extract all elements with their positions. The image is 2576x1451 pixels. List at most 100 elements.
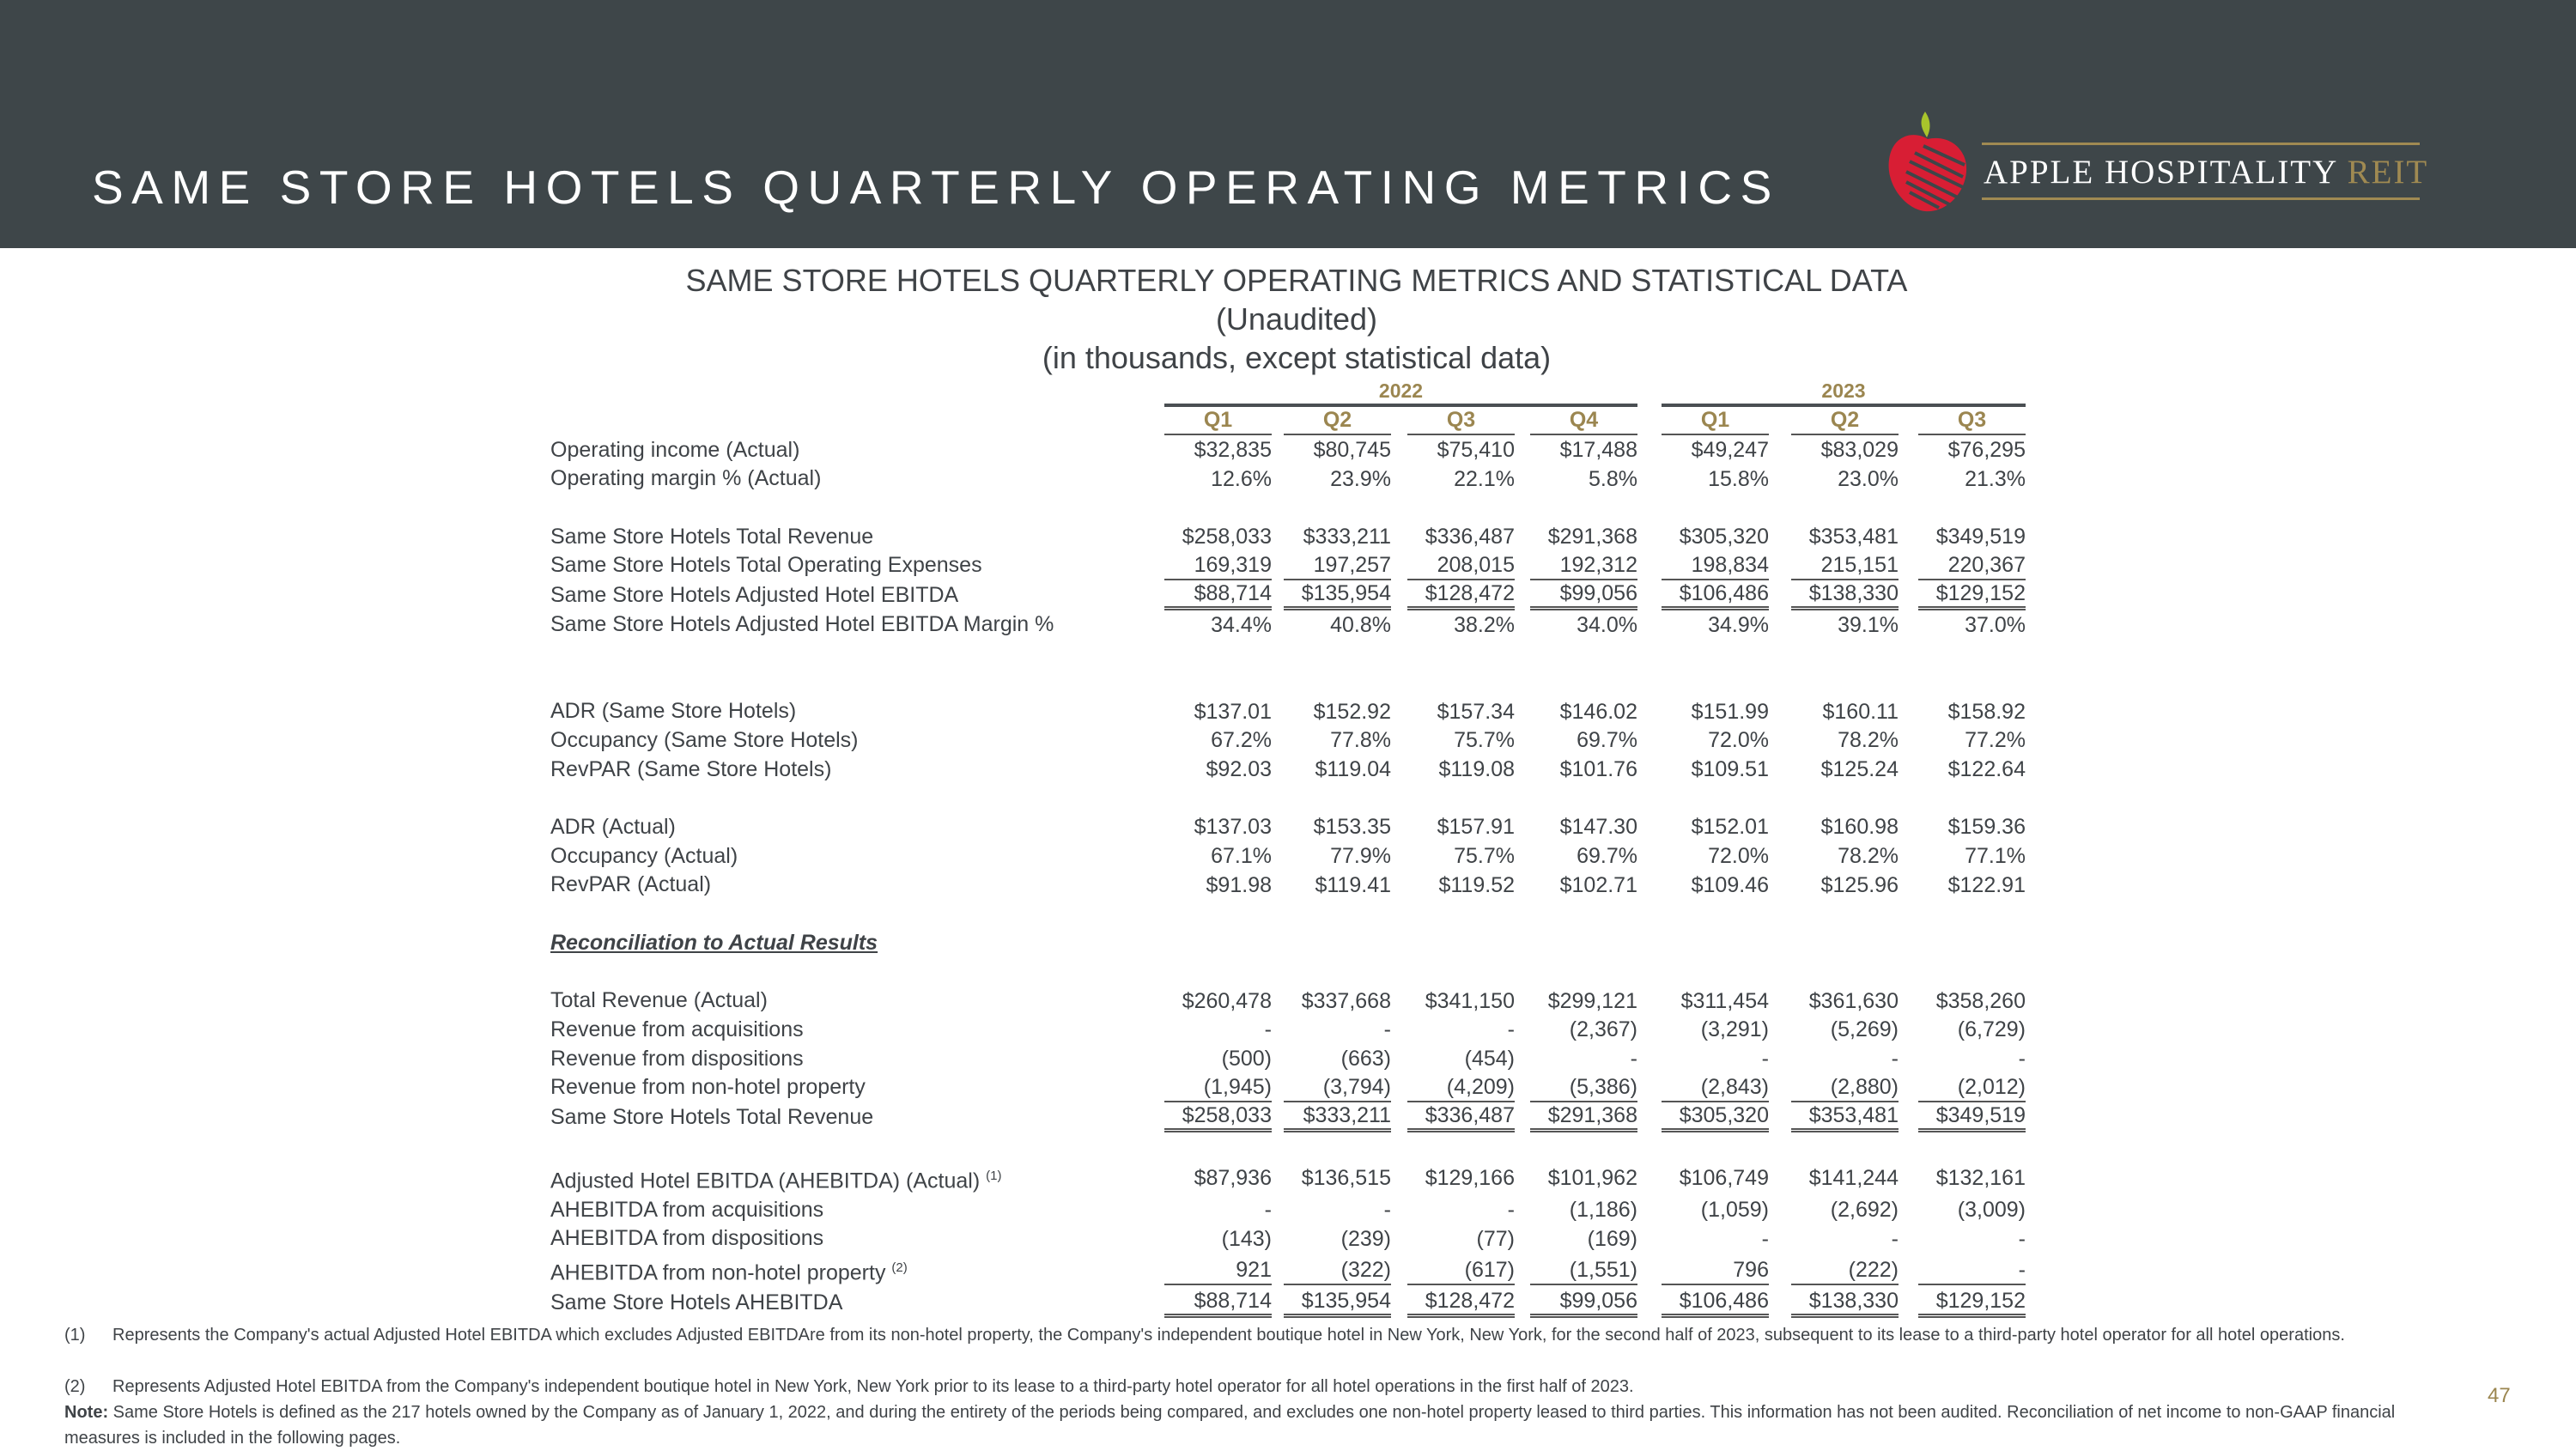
quarter-header: Q3 [1899,407,2026,436]
table-row: AHEBITDA from dispositions (143) (239) (77)… [550,1224,2026,1254]
table-cell: 169,319 [1164,551,1272,580]
table-row: Adjusted Hotel EBITDA (AHEBITDA) (Actual… [550,1162,2026,1196]
table-cell: 75.7% [1454,844,1515,869]
table-cell: (1,186) [1569,1198,1637,1223]
table-cell: $299,121 [1547,988,1637,1013]
table-cell: 69.7% [1577,728,1637,753]
table-row: Same Store Hotels Total Revenue $258,033 $… [550,523,2026,552]
table-cell [1272,929,1391,958]
row-label: Occupancy (Actual) [550,843,738,868]
table-cell: (3,291) [1700,1017,1769,1042]
table-subtitle-units: (in thousands, except statistical data) [1042,340,1552,375]
table-cell [1769,929,1899,958]
table-cell: $258,033 [1182,525,1272,549]
table-cell: $122.91 [1947,872,2026,897]
table-cell: - [2018,1047,2026,1071]
row-label: Same Store Hotels Total Revenue [550,1104,874,1129]
table-cell: $109.46 [1691,872,1769,897]
metrics-table: 2022 2023 Q1 Q2 Q3 Q4 Q1 Q2 Q3 Operating incom… [550,378,2026,1319]
row-label: Operating income (Actual) [550,437,800,462]
footnote-ref: (1) [986,1168,1002,1183]
table-cell: (2,367) [1569,1017,1637,1042]
table-row: Same Store Hotels Total Operating Expens… [550,551,2026,580]
table-cell: - [1630,1047,1637,1071]
table-cell: (77) [1476,1226,1515,1251]
table-cell: $138,330 [1769,580,1899,611]
table-row: Same Store Hotels AHEBITDA $88,714 $135,95… [550,1288,2026,1319]
row-label: Same Store Hotels Total Revenue [550,524,874,549]
table-cell: 198,834 [1637,551,1769,580]
table-cell: $333,211 [1272,1102,1391,1133]
table-cell: (617) [1391,1254,1515,1288]
table-cell: $102.71 [1559,872,1637,897]
table-cell: - [1264,1017,1272,1042]
table-cell: $92.03 [1206,757,1272,782]
table-cell: $158.92 [1947,699,2026,724]
table-cell: 77.8% [1330,728,1391,753]
table-cell: 37.0% [1965,612,2026,637]
table-cell: (4,209) [1391,1073,1515,1102]
table-cell: (239) [1340,1226,1391,1251]
table-cell: - [2018,1226,2026,1251]
table-cell: $88,714 [1164,1288,1272,1319]
row-label: ADR (Same Store Hotels) [550,699,797,724]
table-cell: 34.9% [1708,612,1769,637]
row-label: AHEBITDA from acquisitions [550,1197,824,1222]
table-cell: $152.92 [1313,699,1391,724]
table-cell [1899,929,2026,958]
footnote-1: (1) Represents the Company's actual Adju… [64,1326,2345,1345]
table-cell: $353,481 [1769,1102,1899,1133]
table-cell: 77.9% [1330,844,1391,869]
table-cell: $87,936 [1194,1166,1272,1191]
spacer-row [550,669,2026,698]
table-cell: $137.01 [1194,699,1272,724]
row-label: RevPAR (Actual) [550,872,712,897]
table-cell: $136,515 [1301,1166,1391,1191]
table-title: SAME STORE HOTELS QUARTERLY OPERATING ME… [685,263,1908,298]
table-cell: (3,794) [1272,1073,1391,1102]
table-cell: $361,630 [1808,988,1899,1013]
table-cell: $305,320 [1679,525,1769,549]
logo-rule-top [1982,143,2420,145]
table-row: ADR (Actual) $137.03 $153.35 $157.91 $147.30… [550,813,2026,842]
table-cell: 78.2% [1838,844,1899,869]
table-cell: $99,056 [1515,580,1637,611]
table-row: Same Store Hotels Adjusted Hotel EBITDA $… [550,580,2026,611]
table-cell [1637,929,1769,958]
table-row: Same Store Hotels Total Revenue $258,033 $… [550,1102,2026,1133]
row-label: Same Store Hotels AHEBITDA [550,1290,843,1314]
table-cell: 23.0% [1838,466,1899,491]
table-cell: $119.41 [1315,872,1391,897]
table-cell: $135,954 [1272,580,1391,611]
row-label: Operating margin % (Actual) [550,466,822,491]
spacer-row [550,494,2026,523]
table-cell: $129,166 [1425,1166,1515,1191]
slide-title: SAME STORE HOTELS QUARTERLY OPERATING ME… [92,161,1780,214]
table-cell: $88,714 [1164,580,1272,611]
table-cell: 15.8% [1708,466,1769,491]
row-label: Same Store Hotels Adjusted Hotel EBITDA … [550,612,1054,637]
table-cell [1391,929,1515,958]
table-cell: 72.0% [1708,728,1769,753]
year-header-row: 2022 2023 [550,378,2026,407]
row-label: Revenue from non-hotel property [550,1075,866,1100]
table-cell: (5,269) [1830,1017,1899,1042]
footnote-2: (2) Represents Adjusted Hotel EBITDA fro… [64,1377,1634,1396]
apple-logo-icon [1888,112,1967,212]
table-cell: $337,668 [1301,988,1391,1013]
table-cell: (1,551) [1515,1254,1637,1288]
row-label: Total Revenue (Actual) [550,988,768,1013]
table-cell: $258,033 [1164,1102,1272,1133]
table-row: Total Revenue (Actual) $260,478 $337,668 $3… [550,987,2026,1016]
table-cell: $101.76 [1559,757,1637,782]
table-cell: $122.64 [1947,757,2026,782]
table-row: RevPAR (Actual) $91.98 $119.41 $119.52 $102.… [550,871,2026,900]
quarter-header: Q1 [1164,407,1272,436]
table-cell: (500) [1221,1047,1272,1071]
table-row: AHEBITDA from acquisitions - - - (1,186) (1,0… [550,1196,2026,1225]
table-cell: - [1507,1017,1515,1042]
table-cell: - [1891,1047,1899,1071]
table-cell: 23.9% [1330,466,1391,491]
table-row: Same Store Hotels Adjusted Hotel EBITDA … [550,610,2026,640]
table-cell: $91.98 [1206,872,1272,897]
